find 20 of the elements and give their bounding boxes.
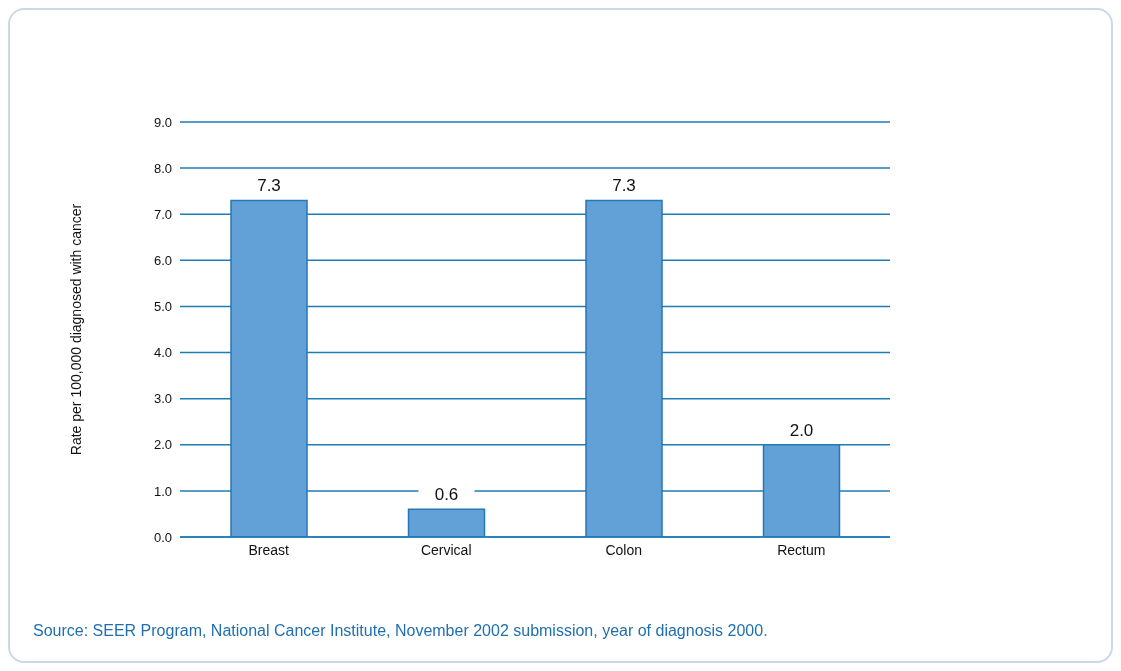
y-axis-title: Rate per 100,000 diagnosed with cancer	[67, 203, 84, 456]
y-tick-label: 1.0	[153, 483, 172, 499]
y-tick-label: 5.0	[153, 299, 172, 315]
y-tick-label: 2.0	[153, 437, 172, 453]
data-label: 2.0	[789, 420, 814, 440]
data-label: 7.3	[612, 176, 636, 196]
y-tick-label: 7.0	[153, 206, 172, 222]
y-tick-label: 8.0	[153, 160, 172, 176]
y-tick-label: 4.0	[153, 345, 172, 361]
y-tick-label: 0.0	[153, 529, 172, 545]
data-label: 7.3	[257, 176, 281, 196]
x-tick-label: Rectum	[777, 541, 826, 558]
y-tick-label: 6.0	[153, 252, 172, 268]
source-note: Source: SEER Program, National Cancer Institute, November 2002 submission, year of diagnosis 2000.	[33, 622, 768, 640]
x-tick-label: Cervical	[420, 541, 472, 558]
x-tick-label: Breast	[248, 541, 290, 558]
y-tick-label: 9.0	[153, 114, 172, 130]
x-tick-label: Colon	[605, 541, 643, 558]
y-tick-label: 3.0	[153, 391, 172, 407]
data-label: 0.6	[434, 485, 459, 505]
